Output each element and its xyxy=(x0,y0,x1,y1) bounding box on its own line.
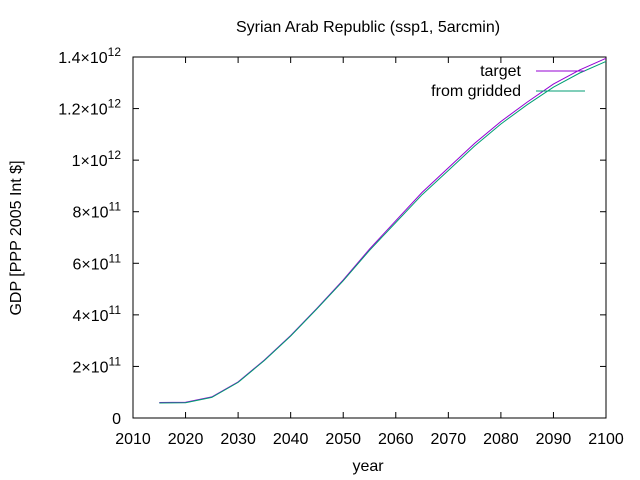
chart-title: Syrian Arab Republic (ssp1, 5arcmin) xyxy=(236,19,500,36)
x-tick-label: 2080 xyxy=(483,431,519,448)
axes xyxy=(132,56,607,419)
series-line-0 xyxy=(159,57,607,403)
x-tick-label: 2090 xyxy=(536,431,572,448)
x-tick-label: 2050 xyxy=(325,431,361,448)
y-tick-label: 8×1011 xyxy=(72,200,121,222)
series-line-1 xyxy=(159,60,607,404)
x-tick-label: 2100 xyxy=(588,431,624,448)
y-tick-label: 1.2×1012 xyxy=(58,97,121,119)
y-axis-label: GDP [PPP 2005 Int $] xyxy=(8,160,25,315)
x-tick-label: 2030 xyxy=(220,431,256,448)
x-tick-label: 2010 xyxy=(115,431,151,448)
x-axis-label: year xyxy=(352,458,384,475)
legend-label: target xyxy=(480,63,521,80)
y-tick-label: 2×1011 xyxy=(72,354,121,376)
plot-border xyxy=(132,56,607,419)
x-tick-label: 2020 xyxy=(168,431,204,448)
y-tick-label: 1.4×1012 xyxy=(58,45,121,67)
y-tick-label: 1×1012 xyxy=(72,148,122,170)
y-tick-label: 0 xyxy=(112,411,121,428)
y-tick-label: 4×1011 xyxy=(72,303,121,325)
x-tick-label: 2060 xyxy=(378,431,414,448)
x-tick-label: 2070 xyxy=(431,431,467,448)
series-lines xyxy=(159,57,607,404)
legend-label: from gridded xyxy=(431,83,521,100)
x-tick-label: 2040 xyxy=(273,431,309,448)
ticks: 2010 2020 2030 2040 2050 2060 2070 2080 2090 2100… xyxy=(58,45,624,448)
legend: target from gridded xyxy=(431,63,585,100)
y-tick-label: 6×1011 xyxy=(72,251,121,273)
